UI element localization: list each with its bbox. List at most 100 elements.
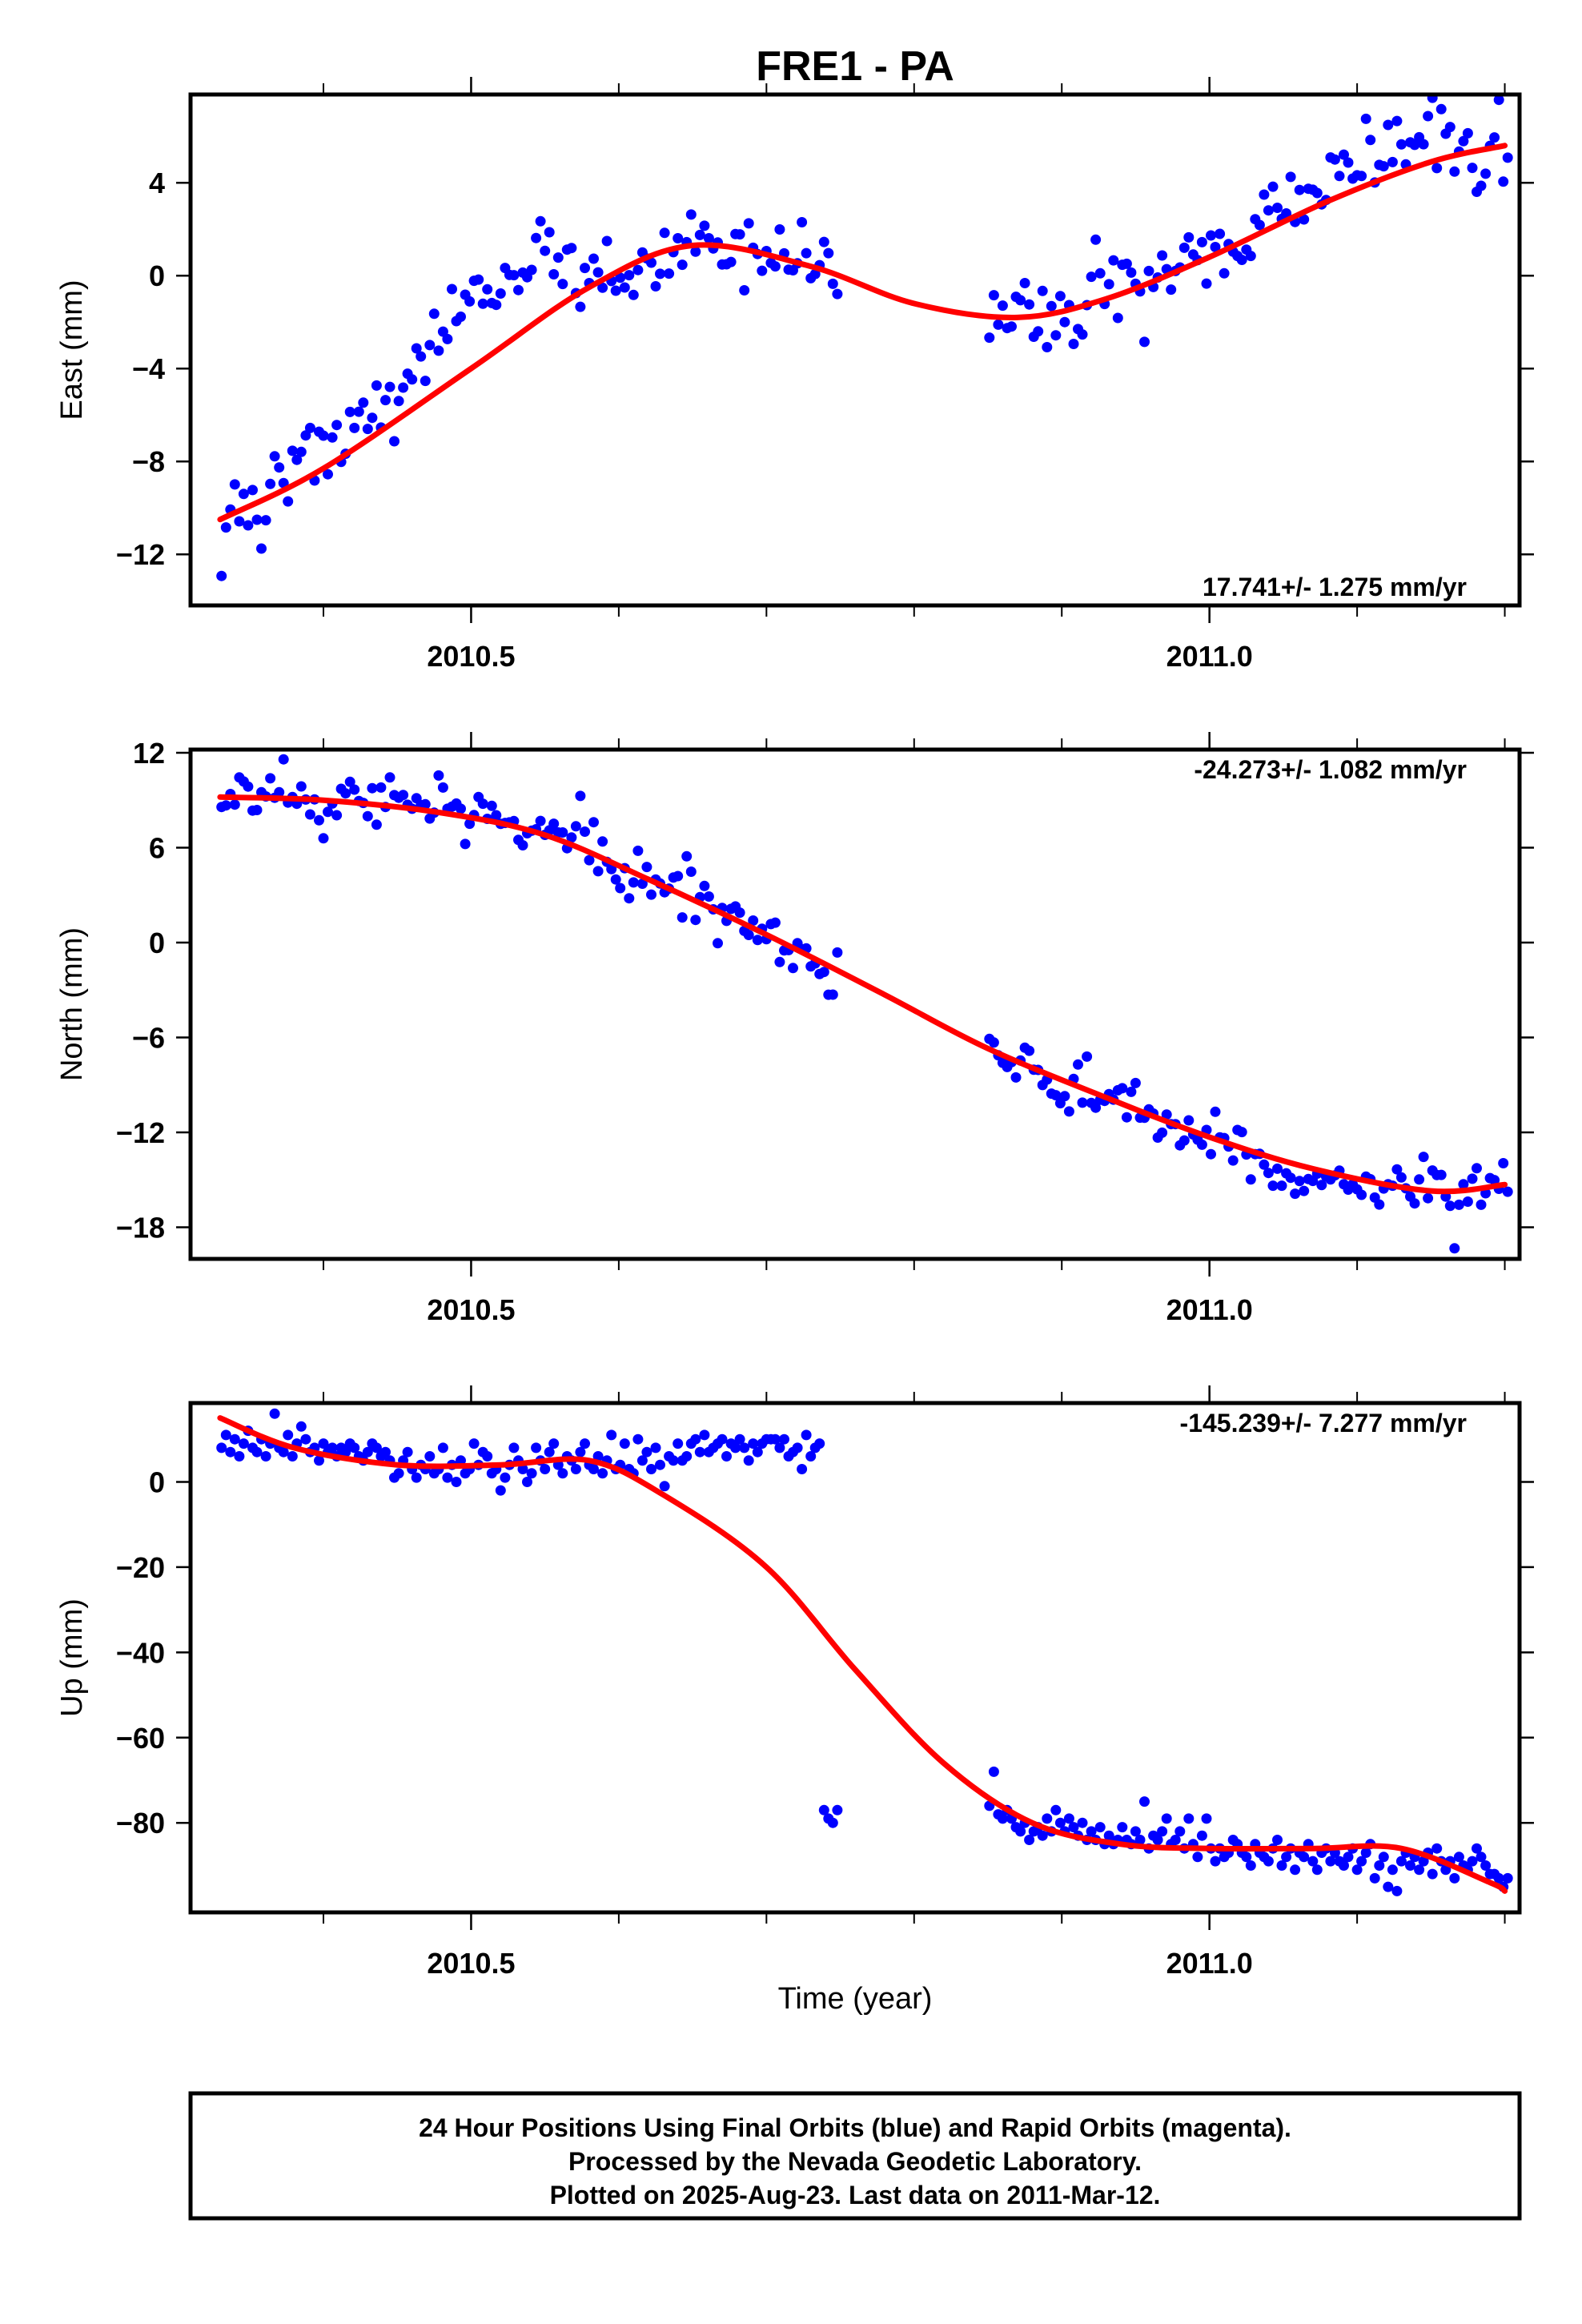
y-tick-label: 4 xyxy=(149,167,165,199)
y-tick-label: −4 xyxy=(132,352,165,385)
data-point xyxy=(814,1438,825,1449)
data-point xyxy=(1427,1868,1438,1880)
data-point xyxy=(482,1451,493,1462)
data-point xyxy=(1395,1172,1407,1183)
data-point xyxy=(1206,1148,1216,1160)
data-point xyxy=(1423,111,1434,122)
data-point xyxy=(1210,1856,1221,1867)
data-point xyxy=(314,814,324,826)
data-point xyxy=(1024,1835,1035,1845)
data-point xyxy=(314,1455,324,1466)
data-point xyxy=(353,406,364,417)
data-point xyxy=(327,432,338,443)
data-point xyxy=(389,436,400,447)
data-point xyxy=(592,866,604,877)
data-point xyxy=(818,967,829,978)
data-point xyxy=(1139,1796,1150,1807)
data-point xyxy=(1037,285,1048,296)
data-point xyxy=(580,826,590,837)
data-point xyxy=(685,209,697,220)
data-point xyxy=(997,300,1008,312)
x-axis-label: Time (year) xyxy=(778,1982,933,2016)
data-point xyxy=(1435,1169,1447,1180)
data-point xyxy=(1263,205,1274,216)
data-point xyxy=(1467,163,1478,174)
data-point xyxy=(256,543,267,554)
data-point xyxy=(468,1438,480,1449)
data-point xyxy=(367,412,378,424)
data-point xyxy=(265,773,276,784)
y-tick-label: −12 xyxy=(116,538,165,571)
data-point xyxy=(1254,219,1265,231)
data-point xyxy=(1405,1860,1415,1871)
data-point xyxy=(548,818,560,830)
data-point xyxy=(1196,1139,1207,1150)
data-point xyxy=(1263,1168,1274,1179)
data-point xyxy=(827,989,838,1000)
data-point xyxy=(331,420,343,431)
data-point xyxy=(513,284,524,296)
data-point xyxy=(269,451,280,462)
data-point xyxy=(362,424,373,435)
data-point xyxy=(1285,1172,1296,1184)
up-y-axis-label: Up (mm) xyxy=(55,1598,89,1717)
data-point xyxy=(535,815,546,826)
data-point xyxy=(610,285,621,296)
data-point xyxy=(1206,230,1216,241)
data-point xyxy=(398,382,409,393)
data-point xyxy=(646,257,656,268)
data-point xyxy=(295,1421,307,1432)
data-point xyxy=(779,1433,789,1445)
data-point xyxy=(1414,1864,1425,1876)
data-point xyxy=(1219,267,1230,279)
data-point xyxy=(1360,113,1371,124)
data-point xyxy=(371,1442,382,1454)
data-point xyxy=(243,781,254,792)
data-point xyxy=(592,267,604,278)
data-point xyxy=(491,300,502,311)
data-point xyxy=(757,265,768,276)
data-point xyxy=(1245,1174,1256,1185)
up-points xyxy=(216,1408,1513,1896)
data-point xyxy=(1418,1856,1429,1867)
data-point xyxy=(690,246,701,257)
north-y-axis-label: North (mm) xyxy=(55,927,89,1081)
data-point xyxy=(1449,1243,1460,1254)
data-point xyxy=(1290,1864,1301,1876)
data-point xyxy=(588,253,599,264)
data-point xyxy=(624,270,635,281)
data-point xyxy=(1444,1200,1456,1212)
data-point xyxy=(1267,181,1279,192)
data-point xyxy=(1178,242,1190,253)
data-point xyxy=(734,907,745,919)
y-tick-label: 0 xyxy=(149,927,165,959)
data-point xyxy=(827,1817,838,1828)
data-point xyxy=(508,1442,520,1454)
data-point xyxy=(344,406,355,417)
data-point xyxy=(797,1464,808,1474)
data-point xyxy=(1391,1164,1403,1175)
data-point xyxy=(1236,255,1247,265)
data-point xyxy=(1174,1826,1186,1837)
data-point xyxy=(646,889,656,900)
data-point xyxy=(730,1442,741,1454)
data-point xyxy=(1068,1822,1079,1833)
data-point xyxy=(1170,1835,1181,1845)
data-point xyxy=(809,268,821,279)
data-point xyxy=(1418,1152,1429,1163)
data-point xyxy=(349,422,360,433)
data-point xyxy=(1117,1822,1128,1833)
data-point xyxy=(265,478,276,489)
north-fit-curve xyxy=(217,794,1508,1195)
data-point xyxy=(721,1451,732,1462)
data-point xyxy=(1024,1045,1035,1056)
data-point xyxy=(433,345,444,356)
data-point xyxy=(1299,214,1310,225)
y-tick-label: 6 xyxy=(149,831,165,864)
data-point xyxy=(1369,1872,1380,1884)
data-point xyxy=(739,285,750,296)
data-point xyxy=(1427,94,1438,103)
data-point xyxy=(690,915,701,926)
data-point xyxy=(1046,300,1057,312)
data-point xyxy=(380,1446,391,1458)
